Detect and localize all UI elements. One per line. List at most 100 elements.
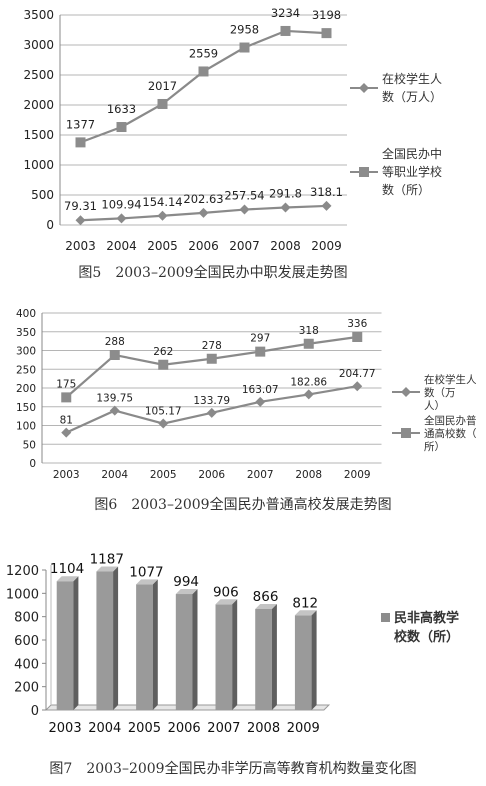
x-tick-label: 2007: [247, 469, 274, 481]
legend-label-line: 人）: [424, 400, 445, 412]
legend-label-line: 校数（所）: [394, 629, 459, 645]
data-label: 297: [250, 333, 270, 345]
data-label: 175: [56, 378, 76, 390]
legend-label: 全国民办普通高校数（所）: [424, 414, 477, 453]
y-tick-label: 400: [16, 308, 36, 320]
y-tick-label: 0: [46, 218, 54, 232]
y-tick-label: 800: [14, 611, 39, 626]
x-tick-label: 2006: [168, 721, 201, 736]
y-tick-label: 1500: [23, 128, 54, 142]
data-point-square: [75, 137, 86, 148]
data-label: 204.77: [339, 368, 376, 380]
bar-side: [73, 576, 79, 710]
bar-front: [56, 581, 74, 710]
data-label: 81: [60, 415, 73, 427]
data-point-diamond: [255, 396, 266, 407]
data-label: 154.14: [142, 195, 182, 209]
x-tick-label: 2005: [147, 239, 178, 250]
data-point-diamond: [206, 407, 217, 418]
x-tick-label: 2008: [270, 239, 301, 250]
data-point-diamond: [109, 405, 120, 416]
data-label: 3198: [312, 8, 341, 22]
legend-label: 在校学生人数（万人）: [424, 373, 477, 412]
y-tick-label: 300: [16, 346, 36, 358]
data-label: 318: [299, 325, 319, 337]
bar-front: [136, 584, 153, 710]
data-label: 139.75: [96, 393, 133, 405]
y-tick-label: 100: [16, 421, 36, 433]
data-label: 2559: [189, 46, 218, 60]
data-label: 262: [153, 346, 173, 358]
x-tick-label: 2003: [53, 469, 80, 481]
chart1-svg: 0 500 1000 1500 2000 2500 3000 3500 2003 2004 2005…: [23, 6, 442, 253]
y-tick-label: 150: [16, 402, 36, 414]
y-tick-label: 200: [16, 383, 36, 395]
bar-front: [294, 615, 312, 710]
bar-front: [96, 571, 114, 710]
legend-marker-square: [401, 428, 411, 438]
data-label: 1104: [50, 561, 84, 577]
legend-label-line: 等职业学校: [382, 164, 442, 179]
legend-marker-square: [381, 613, 390, 622]
data-point-square: [61, 392, 72, 403]
x-tick-label: 2003: [49, 721, 82, 736]
bar-top: [294, 610, 317, 616]
legend-label-line: 数（万人）: [382, 89, 442, 104]
data-label: 3234: [271, 6, 300, 20]
data-point-diamond: [352, 381, 363, 392]
bar-top: [136, 579, 158, 585]
y-tick-label: 0: [29, 458, 36, 470]
data-point-diamond: [116, 213, 127, 224]
data-point-square: [116, 122, 127, 133]
data-label: 109.94: [101, 197, 141, 211]
data-point-square: [109, 350, 120, 360]
bar-front: [255, 608, 272, 710]
data-label: 318.1: [310, 185, 343, 199]
data-label: 1377: [66, 117, 95, 131]
y-tick-label: 350: [16, 327, 36, 339]
data-point-square: [303, 338, 314, 349]
data-point-diamond: [75, 215, 86, 226]
data-point-square: [198, 66, 209, 77]
legend-marker-square: [359, 167, 369, 177]
chart1-caption: 图5 2003–2009全国民办中职发展走势图: [78, 265, 348, 281]
data-label: 994: [173, 574, 199, 590]
x-tick-label: 2004: [88, 721, 121, 736]
x-tick-label: 2005: [150, 469, 177, 481]
data-label: 278: [202, 340, 222, 352]
bar-side: [113, 566, 119, 710]
data-point-square: [352, 332, 363, 342]
data-point-square: [157, 98, 168, 109]
data-point-square: [255, 346, 266, 357]
bar-side: [271, 603, 277, 710]
y-tick-label: 600: [14, 634, 39, 649]
data-point-square: [206, 353, 217, 364]
legend-label-line: 在校学生人: [382, 71, 442, 86]
legend-label-line: 通高校数（: [424, 427, 477, 440]
y-tick-label: 2500: [23, 68, 54, 82]
data-label: 812: [292, 595, 318, 611]
data-label: 257.54: [224, 189, 264, 203]
y-tick-label: 1000: [6, 587, 39, 602]
x-tick-label: 2006: [198, 469, 225, 481]
data-point-diamond: [198, 207, 209, 218]
data-point-diamond: [61, 427, 72, 438]
data-point-diamond: [280, 202, 291, 213]
data-point-diamond: [157, 210, 168, 221]
legend-marker-diamond: [359, 83, 369, 93]
legend-marker-diamond: [401, 387, 411, 397]
y-tick-label: 2000: [23, 98, 54, 112]
legend-label-line: 在校学生人: [424, 373, 477, 386]
x-tick-label: 2007: [207, 721, 240, 736]
data-point-square: [280, 25, 291, 36]
legend-label-line: 数（万: [424, 386, 456, 399]
legend-label-line: 全国民办普: [424, 414, 477, 427]
data-label: 1187: [90, 552, 124, 568]
y-tick-label: 500: [31, 188, 54, 202]
data-label: 866: [253, 589, 279, 605]
data-label: 79.31: [64, 199, 97, 213]
data-point-diamond: [303, 389, 314, 400]
data-label: 1633: [107, 102, 136, 116]
data-point-square: [158, 359, 169, 370]
bar-top: [56, 576, 79, 582]
